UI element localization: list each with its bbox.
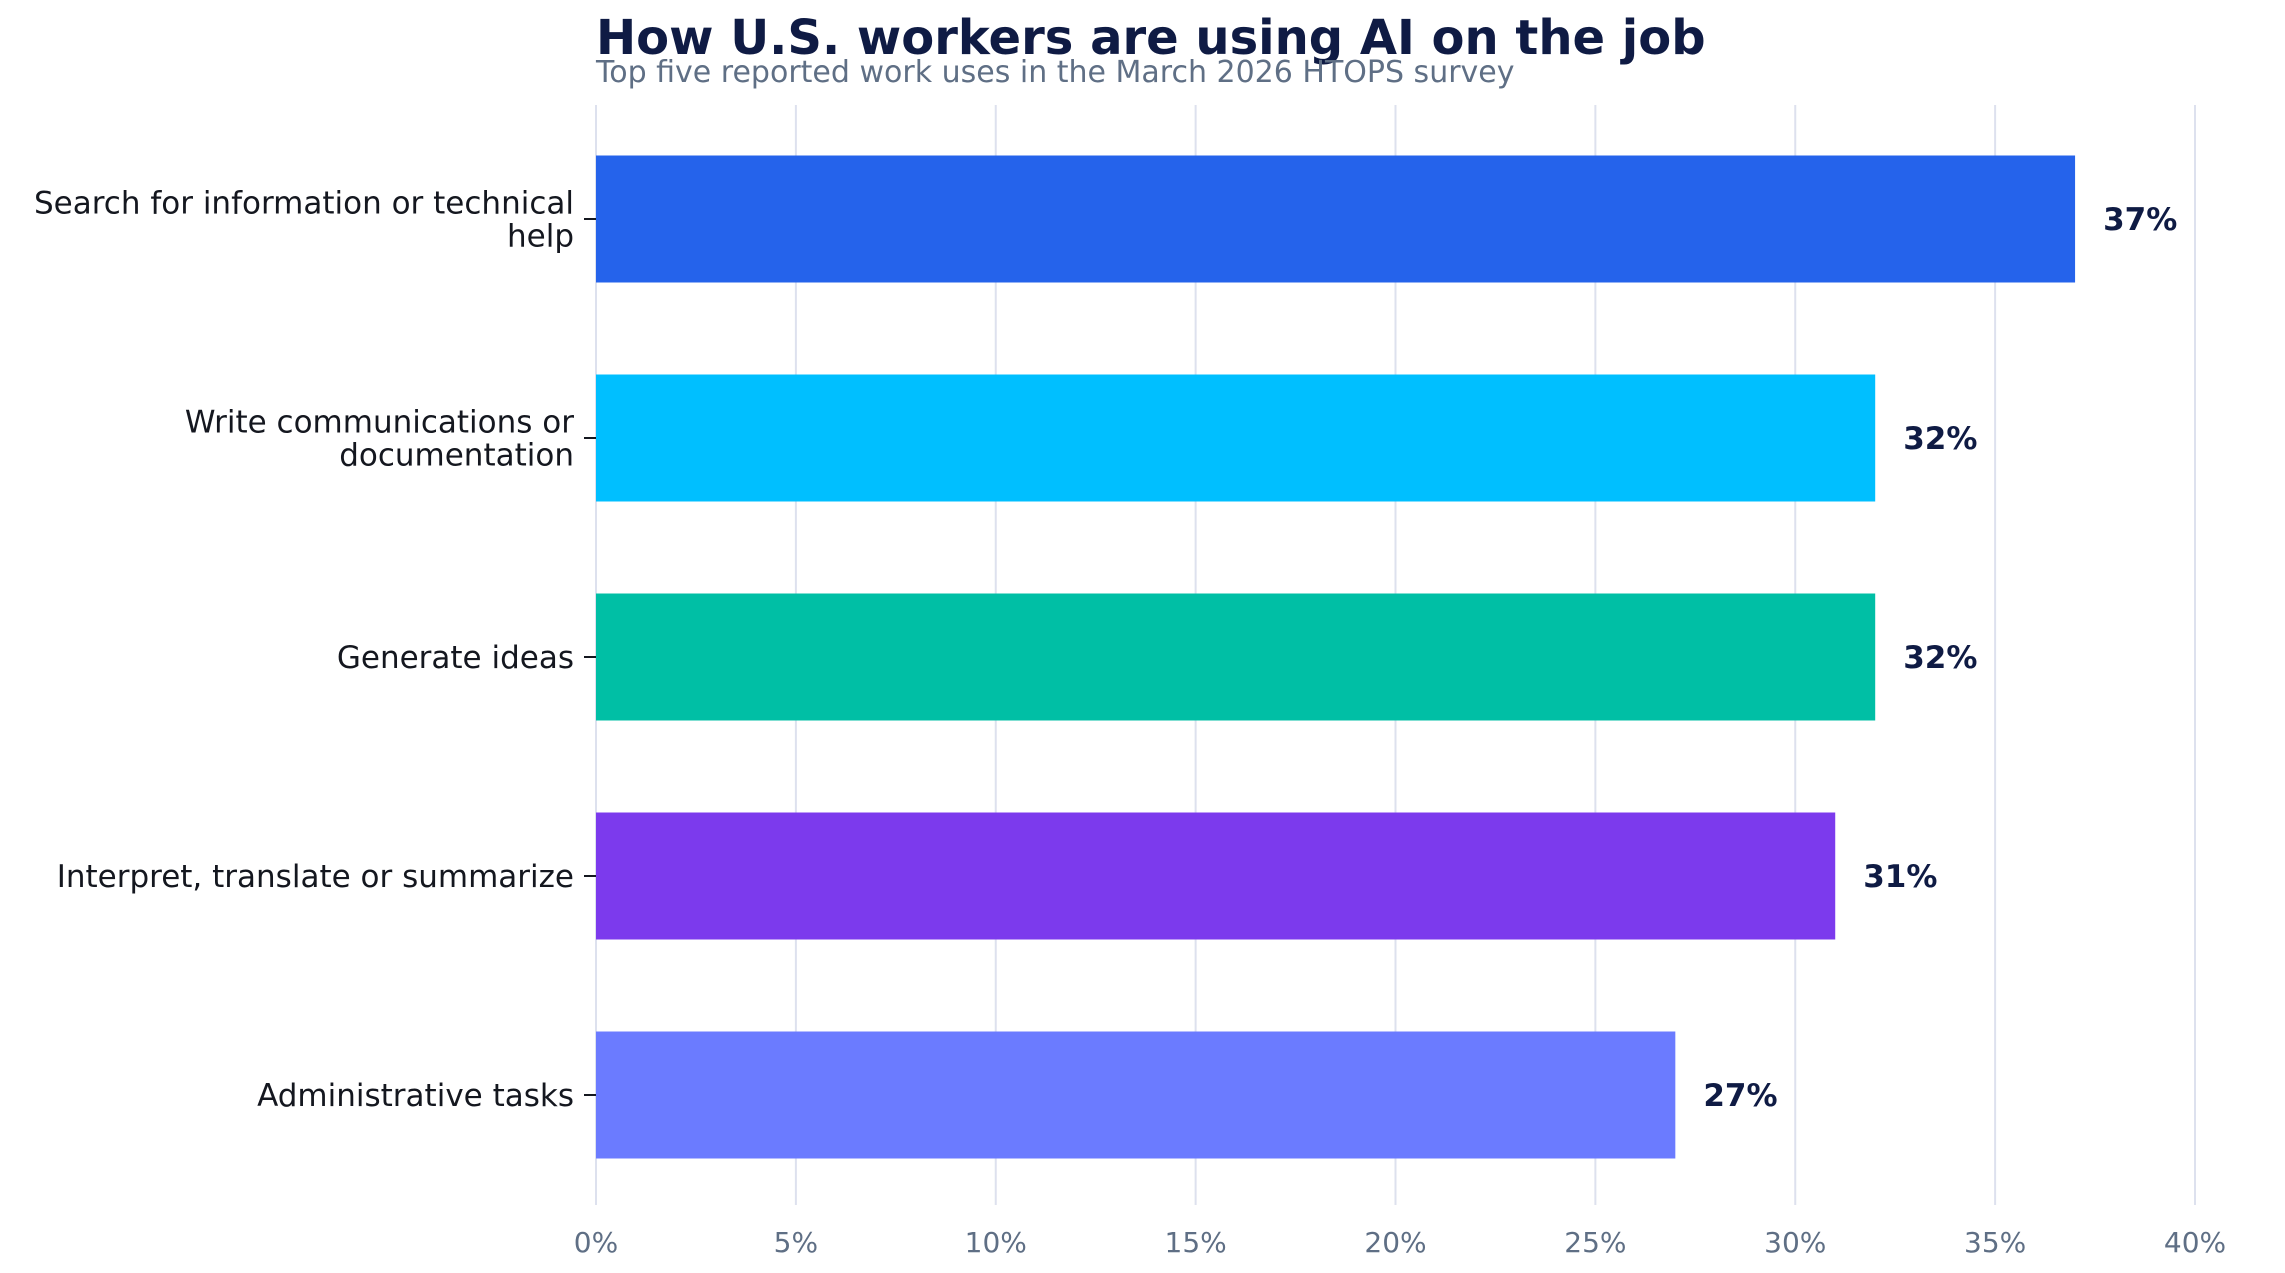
category-label-line: Write communications or <box>185 405 574 441</box>
x-tick-label: 15% <box>1165 1226 1227 1259</box>
x-tick-label: 5% <box>774 1226 818 1259</box>
value-label: 32% <box>1903 640 1977 676</box>
x-tick-label: 25% <box>1564 1226 1626 1259</box>
category-label-line: documentation <box>339 438 574 474</box>
bar <box>596 155 2076 283</box>
category-label-line: Generate ideas <box>337 640 574 676</box>
x-tick-label: 0% <box>574 1226 618 1259</box>
value-labels: 37% 32% 32% 31% 27% <box>1703 202 2177 1114</box>
x-tick-label: 30% <box>1764 1226 1826 1259</box>
x-tick-label: 10% <box>965 1226 1027 1259</box>
x-axis-ticks: 0% 5% 10% 15% 20% 25% 30% 35% 40% <box>574 1226 2226 1259</box>
category-label-line: Search for information or technical <box>34 186 574 222</box>
chart-title: How U.S. workers are using AI on the job <box>596 10 1706 66</box>
category-label-line: Interpret, translate or summarize <box>57 859 574 895</box>
value-label: 27% <box>1703 1078 1777 1114</box>
category-label: Administrative tasks <box>257 1078 574 1114</box>
value-label: 37% <box>2103 202 2177 238</box>
bar <box>596 812 1836 940</box>
category-label: Write communications or documentation <box>185 405 574 474</box>
value-label: 31% <box>1863 859 1937 895</box>
category-labels: Search for information or technical help W… <box>34 186 596 1114</box>
category-label: Search for information or technical help <box>34 186 574 255</box>
x-tick-label: 35% <box>1964 1226 2026 1259</box>
x-tick-label: 20% <box>1364 1226 1426 1259</box>
bars <box>596 155 2076 1159</box>
category-label: Generate ideas <box>337 640 574 676</box>
x-tick-label: 40% <box>2164 1226 2226 1259</box>
category-label-line: help <box>507 219 574 255</box>
value-label: 32% <box>1903 421 1977 457</box>
category-label: Interpret, translate or summarize <box>57 859 574 895</box>
bar <box>596 1031 1676 1159</box>
bar <box>596 374 1876 502</box>
chart-subtitle: Top five reported work uses in the March… <box>596 55 1515 90</box>
category-label-line: Administrative tasks <box>257 1078 574 1114</box>
bar <box>596 593 1876 721</box>
